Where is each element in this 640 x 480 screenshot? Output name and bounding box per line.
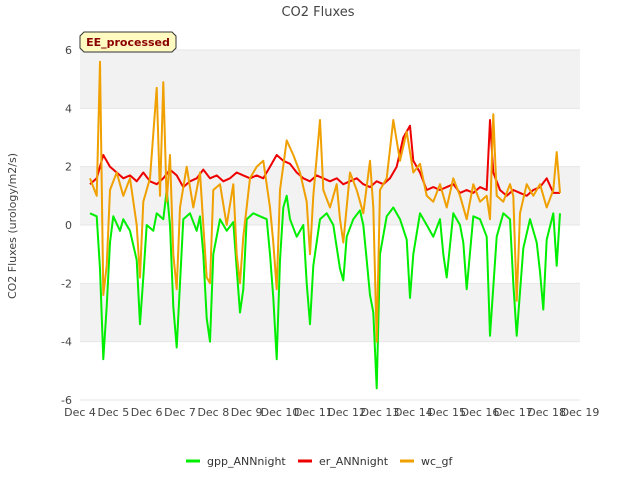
badge-box bbox=[79, 31, 177, 53]
x-tick-label: Dec 19 bbox=[561, 406, 600, 419]
y-tick-label: 0 bbox=[65, 219, 72, 232]
x-tick-label: Dec 8 bbox=[197, 406, 229, 419]
y-tick-label: -2 bbox=[61, 277, 72, 290]
x-tick-label: Dec 16 bbox=[461, 406, 500, 419]
plot-band bbox=[80, 283, 580, 342]
y-tick-label: 4 bbox=[65, 102, 72, 115]
x-tick-label: Dec 7 bbox=[164, 406, 196, 419]
series-line-wc-gf bbox=[89, 60, 561, 343]
y-tick-label: 2 bbox=[65, 161, 72, 174]
y-tick-labels: -6 -4 -2 0 2 4 6 bbox=[61, 44, 72, 407]
legend-label: gpp_ANNnight bbox=[207, 455, 286, 468]
series-line-gpp-annnight bbox=[89, 189, 561, 390]
y-tick-label: -6 bbox=[61, 394, 72, 407]
y-axis-label: CO2 Fluxes (urology/m2/s) bbox=[6, 153, 19, 299]
x-tick-label: Dec 12 bbox=[327, 406, 366, 419]
x-tick-label: Dec 14 bbox=[394, 406, 433, 419]
y-tick-label: -4 bbox=[61, 336, 72, 349]
series-lines bbox=[89, 60, 561, 390]
legend: gpp_ANNnight er_ANNnight wc_gf bbox=[186, 455, 454, 468]
y-tick-label: 6 bbox=[65, 44, 72, 57]
x-tick-label: Dec 18 bbox=[527, 406, 566, 419]
x-tick-label: Dec 11 bbox=[294, 406, 333, 419]
chart-title: CO2 Fluxes bbox=[281, 5, 354, 20]
x-tick-label: Dec 9 bbox=[231, 406, 263, 419]
x-tick-label: Dec 5 bbox=[97, 406, 129, 419]
x-tick-label: Dec 15 bbox=[427, 406, 466, 419]
x-tick-label: Dec 13 bbox=[361, 406, 400, 419]
legend-label: er_ANNnight bbox=[319, 455, 389, 468]
x-tick-label: Dec 17 bbox=[494, 406, 533, 419]
x-tick-label: Dec 10 bbox=[261, 406, 300, 419]
badge-label: EE_processed bbox=[86, 36, 170, 49]
ee-processed-badge: EE_processed bbox=[79, 31, 177, 53]
legend-label: wc_gf bbox=[421, 455, 454, 468]
x-tick-label: Dec 6 bbox=[131, 406, 163, 419]
x-tick-label: Dec 4 bbox=[64, 406, 96, 419]
